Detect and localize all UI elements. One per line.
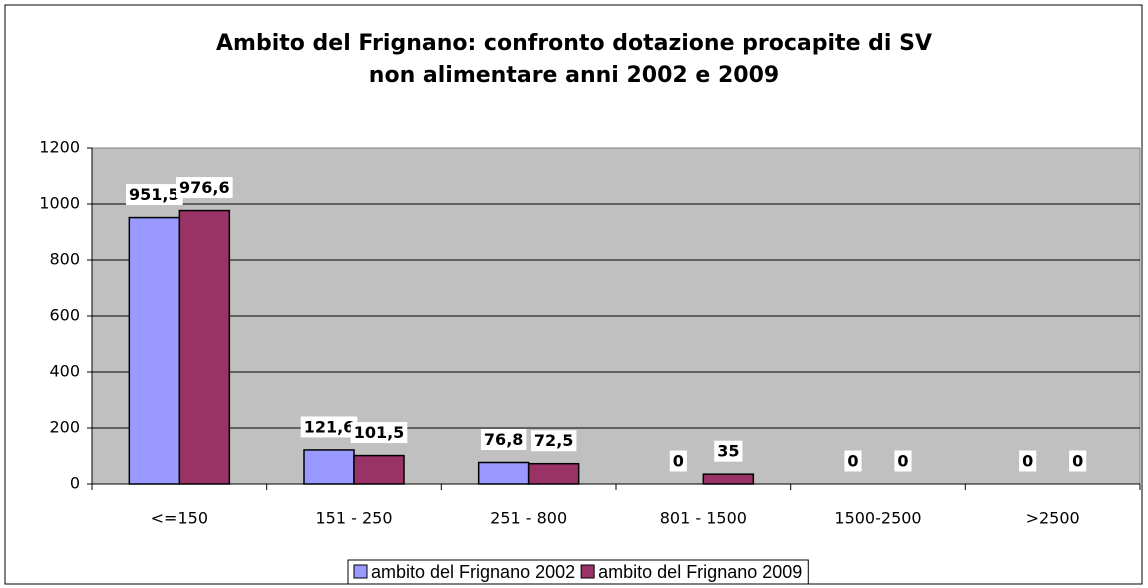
data-label: 0 — [1022, 452, 1033, 471]
y-tick-label: 0 — [70, 474, 80, 493]
data-label-bg — [176, 177, 233, 199]
x-tick-label: >2500 — [1026, 509, 1080, 528]
data-label: 0 — [673, 452, 684, 471]
x-tick-label: 1500-2500 — [834, 509, 921, 528]
data-label-bg — [350, 422, 408, 444]
data-label-bg — [480, 428, 527, 450]
bar — [128, 216, 181, 485]
y-tick-label: 800 — [49, 250, 80, 269]
bar — [303, 449, 355, 485]
data-label: 35 — [717, 442, 739, 461]
legend-label: ambito del Frignano 2009 — [598, 562, 802, 582]
data-label-bg — [300, 416, 358, 438]
legend-label: ambito del Frignano 2002 — [371, 562, 575, 582]
data-label-bg — [894, 450, 912, 472]
data-label: 72,5 — [534, 431, 573, 450]
y-tick-label: 400 — [49, 362, 80, 381]
x-tick-label: 801 - 1500 — [660, 509, 747, 528]
data-label-bg — [1069, 450, 1087, 472]
data-label: 0 — [1072, 452, 1083, 471]
data-label-bg — [126, 184, 183, 206]
data-label: 121,6 — [304, 417, 355, 436]
x-tick-label: 151 - 250 — [315, 509, 392, 528]
data-label: 76,8 — [484, 430, 523, 449]
x-tick-label: <=150 — [151, 509, 208, 528]
data-label-bg — [714, 440, 743, 462]
legend-swatch — [580, 564, 595, 579]
y-tick-label: 1200 — [39, 138, 80, 157]
bar — [353, 454, 405, 485]
y-tick-label: 600 — [49, 306, 80, 325]
data-label-bg — [530, 430, 577, 452]
x-tick-label: 251 - 800 — [490, 509, 567, 528]
data-label-bg — [669, 450, 687, 472]
data-label-bg — [844, 450, 862, 472]
data-label: 0 — [847, 452, 858, 471]
chart-title: Ambito del Frignano: confronto dotazione… — [216, 31, 932, 88]
bar — [178, 209, 231, 485]
bar — [702, 473, 755, 485]
y-tick-label: 1000 — [39, 194, 80, 213]
y-tick-label: 200 — [49, 418, 80, 437]
data-label: 0 — [897, 452, 908, 471]
data-label: 101,5 — [354, 423, 405, 442]
data-label: 951,5 — [129, 185, 180, 204]
data-label: 976,6 — [179, 178, 230, 197]
data-label-bg — [1019, 450, 1037, 472]
legend-box — [347, 559, 809, 585]
bar — [527, 462, 580, 485]
bar — [477, 461, 530, 485]
legend-swatch — [353, 564, 368, 579]
